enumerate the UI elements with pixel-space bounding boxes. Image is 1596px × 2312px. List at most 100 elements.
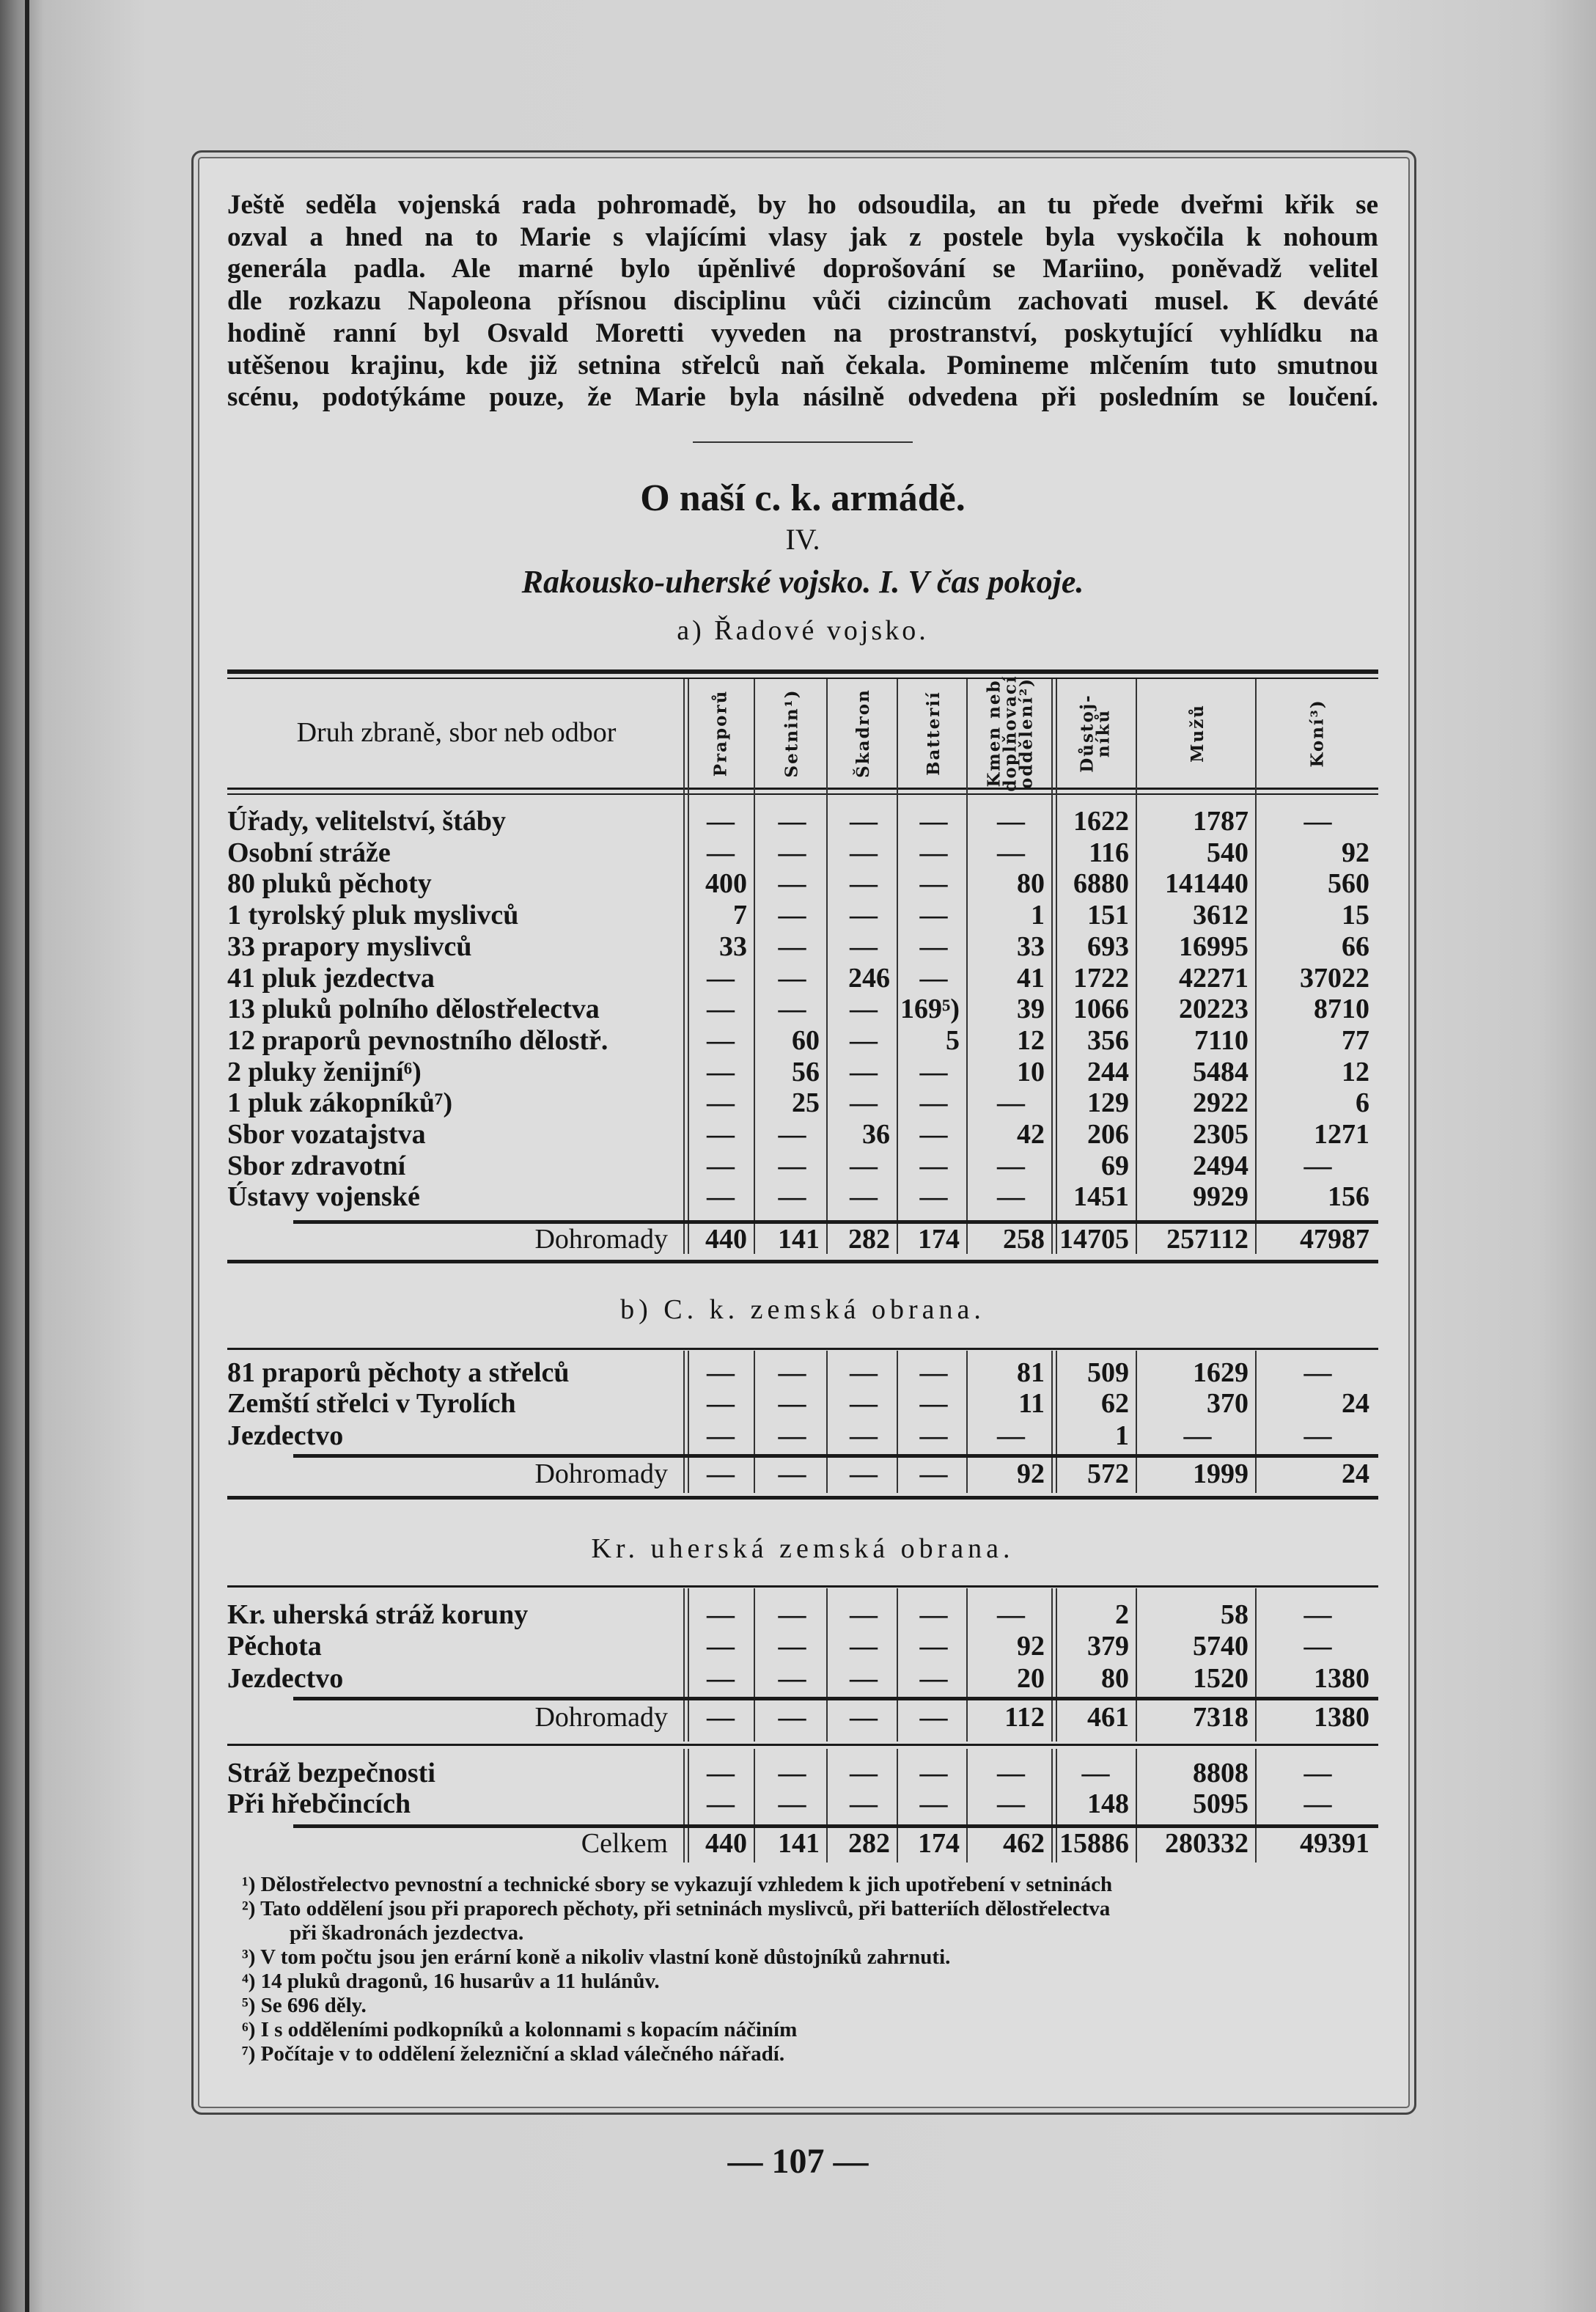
cell-value: — [707,1788,735,1819]
cell-value: — [707,1056,735,1087]
cell-value: — [850,1357,878,1388]
cell-value: — [850,1702,878,1733]
cell-value: 509 [1087,1357,1129,1388]
cell-value: — [997,1788,1025,1819]
cell-value: 3612 [1193,900,1249,931]
cell-value: 92 [1017,1631,1045,1662]
cell-value: 92 [1017,1458,1045,1489]
cell-value: 80 [1017,868,1045,900]
table-row: 41 pluk jezdectva — — 246 — 41 1722 42271 37022 [227,963,1378,994]
cell-value: — [919,806,948,837]
column-divider [1056,679,1057,1254]
cell-value: — [1303,1631,1332,1662]
cell-value: — [919,837,948,868]
separator-rule [693,441,913,443]
cell-value: — [919,1420,948,1451]
cell-value: 1380 [1314,1663,1369,1694]
cell-value: — [707,1458,735,1489]
cell-value: 49391 [1300,1828,1369,1859]
page-frame [191,150,1416,2115]
column-divider [1056,1351,1057,1493]
column-divider [897,1351,898,1493]
cell-value: — [850,1758,878,1788]
paragraph-line: hodině ranní byl Osvald Moretti vyveden … [227,318,1378,348]
column-divider [897,679,898,1254]
cell-value: 129 [1087,1087,1129,1119]
column-header: Kmen neb doplňovací oddělení²) [968,675,1053,791]
column-divider [1056,1749,1057,1863]
column-divider [683,679,685,1254]
cell-value: — [850,1024,878,1056]
cell-value: — [850,1087,878,1119]
cell-value: 244 [1087,1056,1129,1087]
cell-value: — [707,1150,735,1181]
cell-value: — [707,1357,735,1388]
table-rule [227,793,1378,795]
cell-value: 56 [792,1056,820,1087]
cell-value: — [919,962,948,994]
cell-value: — [919,1599,948,1630]
column-divider [826,1351,828,1493]
cell-value: — [919,1056,948,1087]
cell-value: — [919,1181,948,1213]
cell-value: — [778,1357,806,1388]
footnotes: ¹) Dělostřelectvo pevnostní a technické … [242,1873,1386,2066]
cell-value: 1622 [1073,806,1129,837]
cell-value: 1 [1115,1420,1129,1451]
cell-value: 6880 [1073,868,1129,900]
cell-value: — [778,962,806,994]
cell-value: 116 [1089,837,1129,868]
column-divider [1051,1351,1053,1493]
table-row: Sbor vozatajstva — — 36 — 42 206 2305 1271 [227,1119,1378,1150]
column-divider [1051,679,1053,1254]
row-label: 41 pluk jezdectva [227,962,435,994]
cell-value: — [850,931,878,962]
cell-value: — [778,1702,806,1733]
cell-value: 33 [1017,931,1045,962]
row-label: Celkem [581,1828,668,1859]
table-rule [227,678,1378,679]
cell-value: — [778,1150,806,1181]
table-row: Stráž bezpečnosti — — — — — — 8808 — [227,1758,1378,1788]
cell-value: 169⁵) [900,994,960,1025]
cell-value: 20 [1017,1663,1045,1694]
row-label: 81 praporů pěchoty a střelců [227,1357,570,1388]
row-label: Jezdectvo [227,1663,344,1694]
cell-value: — [778,1388,806,1419]
paragraph-line: generála padla. Ale marné bylo úpěnlivé … [227,254,1378,285]
cell-value: 11 [1018,1388,1045,1419]
cell-value: — [707,1663,735,1694]
cell-value: — [1081,1758,1110,1788]
column-divider [1056,1588,1057,1742]
cell-value: — [997,1758,1025,1788]
column-divider [897,1588,898,1742]
table-row: Zemští střelci v Tyrolích — — — — 11 62 370 24 [227,1388,1378,1419]
row-label: 80 pluků pěchoty [227,868,432,900]
cell-value: — [850,1663,878,1694]
column-header: Praporů [685,682,756,785]
cell-value: 370 [1207,1388,1249,1419]
cell-value: — [1303,1420,1332,1451]
cell-value: 15 [1342,900,1369,931]
cell-value: 42271 [1179,962,1249,994]
cell-value: 282 [848,1828,890,1859]
column-header-label: Setnin¹) [782,689,802,778]
cell-value: 41 [1017,962,1045,994]
cell-value: — [778,1663,806,1694]
cell-value: 6 [1356,1087,1369,1119]
column-divider [1136,679,1137,1254]
row-label: 1 tyrolský pluk myslivců [227,900,519,931]
cell-value: 12 [1342,1056,1369,1087]
column-divider [1255,1351,1257,1493]
cell-value: — [850,1599,878,1630]
cell-value: 9929 [1193,1181,1249,1213]
cell-value: — [707,1119,735,1150]
column-divider [1136,1749,1137,1863]
paragraph-line: dle rozkazu Napoleona přísnou disciplinu… [227,286,1378,317]
body-paragraph: Ještě seděla vojenská rada pohromadě, by… [227,189,1378,414]
cell-value: 174 [918,1224,960,1255]
cell-value: 1 [1031,900,1045,931]
cell-value: — [707,837,735,868]
column-header-label: Koní³) [1307,699,1328,768]
footnote: ⁷) Počítaje v to oddělení železniční a s… [242,2042,785,2066]
